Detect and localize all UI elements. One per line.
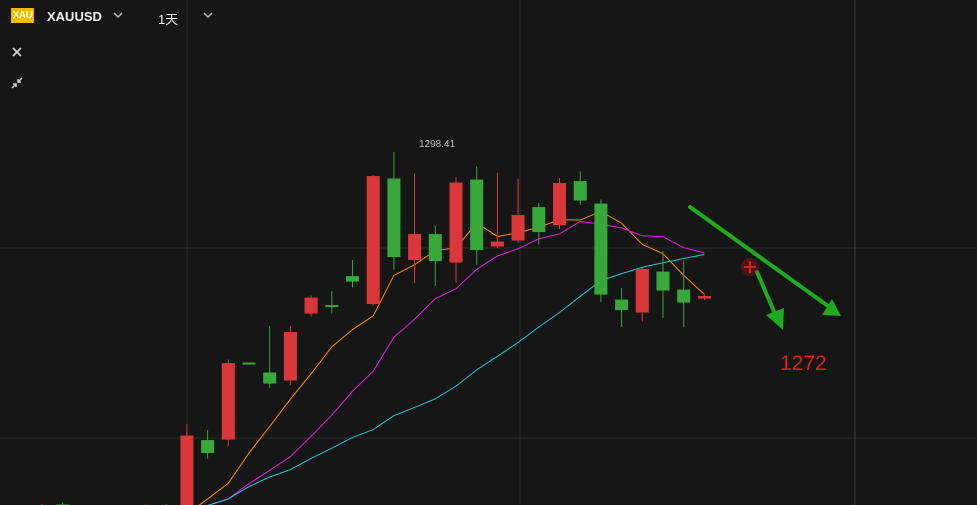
candle	[325, 291, 339, 314]
candle-body	[283, 332, 297, 381]
candle	[428, 225, 442, 287]
candle-body	[346, 276, 359, 282]
candle-body	[615, 299, 629, 311]
candle-body	[449, 182, 463, 263]
candle-body	[470, 179, 484, 251]
forecast-arrows	[688, 205, 841, 330]
chevron-down-icon[interactable]	[201, 8, 215, 22]
candle-body	[635, 269, 649, 313]
candle	[283, 326, 297, 386]
ma-fast-line	[198, 210, 705, 505]
collapse-icon[interactable]	[9, 75, 25, 91]
candles	[41, 152, 711, 505]
candle-body	[366, 176, 380, 305]
candle-body	[532, 207, 546, 233]
candle	[470, 166, 484, 266]
candle-body	[511, 215, 525, 241]
candle-body	[242, 362, 256, 365]
candle-body	[594, 203, 608, 295]
candle	[677, 260, 691, 328]
candle	[532, 203, 546, 245]
candle-body	[656, 271, 670, 291]
candle	[263, 326, 277, 389]
candle-body	[221, 363, 235, 440]
chart-toolbar: XAU XAUUSD 1天	[0, 0, 977, 32]
candle	[346, 260, 359, 288]
candle	[594, 199, 608, 303]
candle	[635, 267, 649, 322]
candle	[615, 288, 629, 328]
candle-body	[325, 305, 339, 308]
forecast-arrow-short	[755, 270, 784, 330]
candle	[511, 178, 525, 243]
moving-averages	[198, 210, 705, 505]
target-price-label: 1272	[780, 352, 827, 375]
chevron-down-icon[interactable]	[111, 8, 125, 22]
candle-body	[201, 440, 215, 454]
candle-body	[304, 297, 318, 314]
candle-body	[573, 181, 587, 201]
candle	[180, 424, 194, 505]
candle	[490, 172, 504, 249]
close-icon[interactable]	[9, 44, 25, 60]
candle	[304, 295, 318, 317]
candle-body	[553, 183, 566, 226]
candle-body	[180, 435, 194, 505]
candle	[656, 251, 670, 319]
candle	[242, 362, 256, 365]
candle	[573, 171, 587, 206]
candle	[221, 359, 235, 447]
ma-mid-line	[207, 220, 705, 505]
candle-body	[263, 372, 277, 384]
candle	[697, 294, 711, 301]
candle-body	[677, 289, 691, 303]
candle	[366, 175, 380, 307]
candle-body	[387, 178, 401, 258]
candle-body	[428, 234, 442, 262]
candle-body	[490, 241, 504, 247]
ma-slow-line	[207, 253, 705, 505]
symbol-badge[interactable]: XAU	[11, 8, 34, 23]
candle-body	[697, 296, 711, 299]
high-price-label: 1298.41	[419, 139, 456, 150]
forecast-arrow-long	[688, 205, 841, 316]
candle-body	[408, 234, 422, 261]
candle	[201, 430, 215, 459]
current-price-marker	[741, 258, 759, 276]
candle	[449, 177, 463, 283]
interval-selector[interactable]: 1天	[158, 12, 179, 27]
candle	[408, 173, 422, 284]
candle	[553, 178, 566, 230]
candle	[387, 152, 401, 270]
symbol-selector[interactable]: XAUUSD	[47, 9, 102, 24]
